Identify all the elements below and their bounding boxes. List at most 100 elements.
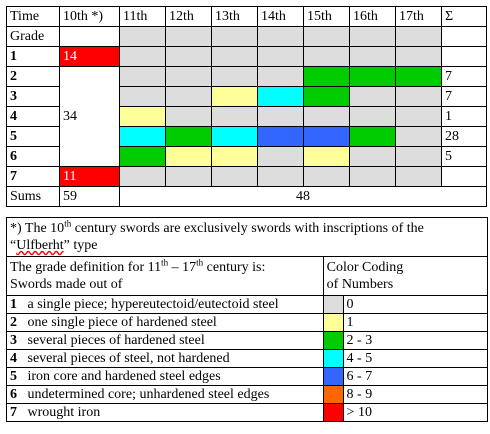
header-15th: 15th bbox=[303, 6, 350, 27]
grid-cell bbox=[303, 126, 350, 147]
grid-cell bbox=[441, 166, 487, 187]
grid-cell bbox=[119, 66, 166, 87]
footnote: *) The 10th century swords are exclusive… bbox=[6, 217, 488, 257]
grid-cell bbox=[119, 46, 166, 67]
grid-cell bbox=[395, 106, 442, 127]
tenth-middle-value: 34 bbox=[59, 66, 120, 167]
grid-cell bbox=[257, 106, 304, 127]
legend-text: undetermined core; unhardened steel edge… bbox=[27, 387, 270, 402]
grid-cell bbox=[303, 86, 350, 107]
grade-number: 6 bbox=[6, 146, 60, 167]
grid-cell bbox=[211, 126, 258, 147]
grid-cell bbox=[119, 126, 166, 147]
grade-number: 1 bbox=[6, 46, 60, 67]
legend-number: 1 bbox=[10, 297, 17, 312]
color-swatch-grey bbox=[322, 295, 344, 314]
grid-cell bbox=[349, 166, 396, 187]
legend-number: 5 bbox=[10, 369, 17, 384]
grid-cell bbox=[165, 126, 212, 147]
legend-number: 2 bbox=[10, 315, 17, 330]
grid-cell bbox=[211, 46, 258, 67]
grade-def-sup: th bbox=[196, 257, 204, 268]
grade-def-sup: th bbox=[161, 257, 169, 268]
header-13th: 13th bbox=[211, 6, 258, 27]
grid-cell bbox=[349, 126, 396, 147]
grid-cell bbox=[165, 86, 212, 107]
grid-cell bbox=[349, 86, 396, 107]
legend-code: 1 bbox=[342, 313, 489, 332]
grade-number: 4 bbox=[6, 106, 60, 127]
grade-number: 7 bbox=[6, 166, 60, 187]
grid-cell bbox=[59, 26, 120, 47]
color-swatch-orange bbox=[322, 385, 344, 404]
sums-rest: 48 bbox=[119, 186, 487, 207]
grid-cell bbox=[257, 166, 304, 187]
legend-text: one single piece of hardened steel bbox=[27, 315, 217, 330]
row-sum-2: 7 bbox=[441, 66, 487, 87]
legend-text: several pieces of steel, not hardened bbox=[27, 351, 230, 366]
color-coding-header: Color Coding of Numbers bbox=[322, 256, 489, 296]
legend-row: 3 several pieces of hardened steel 2 - 3 bbox=[6, 331, 489, 350]
legend-number: 7 bbox=[10, 405, 17, 420]
sums-tenth: 59 bbox=[59, 186, 120, 207]
grid-cell bbox=[395, 86, 442, 107]
grid-cell bbox=[349, 146, 396, 167]
color-coding-title: Color Coding bbox=[326, 260, 404, 275]
grade-century-grid: Time 10th *) 11th 12th 13th 14th 15th 16… bbox=[6, 6, 487, 207]
tenth-grade7-value: 11 bbox=[59, 166, 120, 187]
legend-item: 3 several pieces of hardened steel bbox=[6, 331, 324, 350]
grid-cell bbox=[119, 146, 166, 167]
grade-def-text: Swords made out of bbox=[10, 277, 123, 292]
grid-cell bbox=[303, 166, 350, 187]
grid-cell bbox=[303, 26, 350, 47]
legend-row: 4 several pieces of steel, not hardened … bbox=[6, 349, 489, 368]
grade-def-text: century is: bbox=[203, 260, 266, 275]
legend-row: 2 one single piece of hardened steel 1 bbox=[6, 313, 489, 332]
legend-item: 2 one single piece of hardened steel bbox=[6, 313, 324, 332]
footnote-row: *) The 10th century swords are exclusive… bbox=[6, 217, 488, 257]
legend-item: 7 wrought iron bbox=[6, 403, 324, 422]
grid-cell bbox=[395, 26, 442, 47]
grid-cell bbox=[211, 146, 258, 167]
legend-item: 6 undetermined core; unhardened steel ed… bbox=[6, 385, 324, 404]
header-10th: 10th *) bbox=[59, 6, 120, 27]
grid-cell bbox=[257, 46, 304, 67]
grade-row-2: 2 34 7 bbox=[6, 66, 487, 167]
grid-cell bbox=[441, 46, 487, 67]
legend-item: 4 several pieces of steel, not hardened bbox=[6, 349, 324, 368]
legend-code: 0 bbox=[342, 295, 489, 314]
grade-row-3: 3 7 bbox=[6, 86, 487, 107]
grid-cell bbox=[119, 166, 166, 187]
grid-cell bbox=[349, 46, 396, 67]
grid-cell bbox=[165, 26, 212, 47]
grid-cell bbox=[211, 106, 258, 127]
grid-cell bbox=[257, 126, 304, 147]
grid-cell bbox=[303, 46, 350, 67]
grid-cell bbox=[211, 26, 258, 47]
header-time: Time bbox=[6, 6, 60, 27]
legend-row: 1 a single piece; hypereutectoid/eutecto… bbox=[6, 295, 489, 314]
legend-item: 1 a single piece; hypereutectoid/eutecto… bbox=[6, 295, 324, 314]
grade-definition-header: The grade definition for 11th – 17th cen… bbox=[6, 256, 324, 296]
grid-cell bbox=[395, 46, 442, 67]
grade-row-7: 7 11 bbox=[6, 166, 487, 187]
grid-cell bbox=[165, 146, 212, 167]
footnote-text: *) The 10 bbox=[10, 221, 65, 236]
legend-code: 6 - 7 bbox=[342, 367, 489, 386]
grid-cell bbox=[303, 66, 350, 87]
row-sum-4: 1 bbox=[441, 106, 487, 127]
legend-table: *) The 10 th century swords are exclusive… bbox=[6, 217, 489, 422]
grid-cell bbox=[257, 26, 304, 47]
grade-row-5: 5 28 bbox=[6, 126, 487, 147]
legend-item: 5 iron core and hardened steel edges bbox=[6, 367, 324, 386]
row-sum-3: 7 bbox=[441, 86, 487, 107]
color-coding-title: of Numbers bbox=[326, 277, 394, 292]
grid-cell bbox=[211, 166, 258, 187]
legend-text: wrought iron bbox=[27, 405, 101, 420]
header-17th: 17th bbox=[395, 6, 442, 27]
legend-header-row: The grade definition for 11th – 17th cen… bbox=[6, 256, 489, 296]
footnote-text: century swords are exclusively swords wi… bbox=[10, 221, 424, 253]
grade-row-6: 6 5 bbox=[6, 146, 487, 167]
grid-cell bbox=[441, 26, 487, 47]
grade-label-row: Grade bbox=[6, 26, 487, 47]
